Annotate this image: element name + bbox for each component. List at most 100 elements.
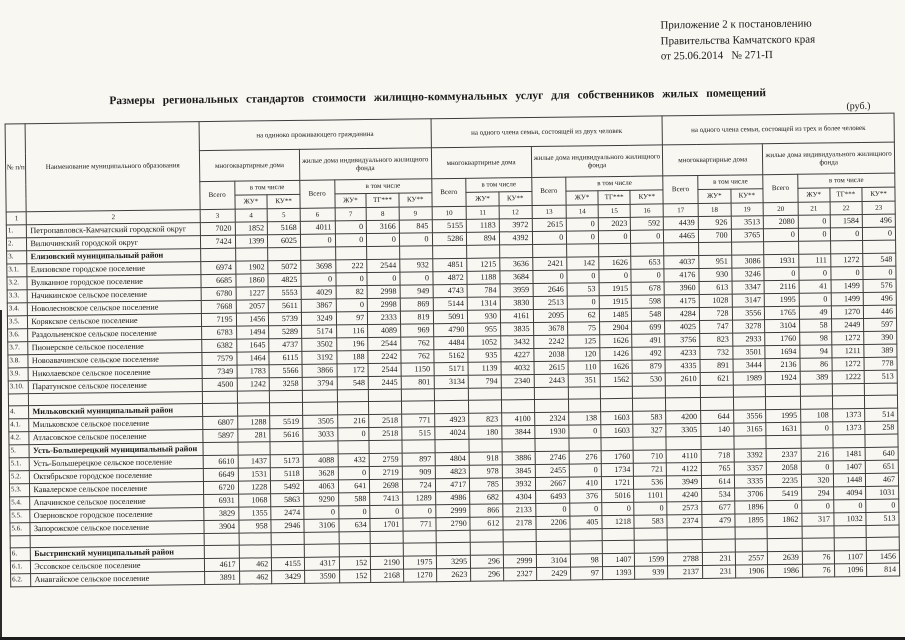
value-cell: 718 (701, 449, 734, 463)
value-cell: 4923 (434, 413, 470, 427)
value-cell: 94 (799, 344, 832, 359)
value-cell (731, 241, 764, 256)
value-cell (570, 540, 603, 555)
value-cell: 894 (466, 231, 500, 246)
value-cell: 389 (800, 370, 832, 385)
value-cell: 3432 (500, 335, 534, 349)
value-cell (304, 543, 339, 558)
value-cell: 951 (698, 255, 732, 269)
scan-edge-bottom (0, 637, 905, 640)
value-cell: 3505 (302, 414, 338, 429)
row-number-cell: 3.4. (7, 302, 28, 316)
value-cell: 5492 (270, 480, 304, 494)
value-cell (336, 389, 369, 402)
value-cell: 0 (798, 227, 831, 242)
value-cell (802, 537, 834, 552)
row-number-cell: 5.2. (9, 470, 30, 484)
row-number-cell: 5.1. (9, 457, 30, 471)
row-number-cell: 4.1. (8, 418, 30, 432)
value-cell: 1645 (236, 338, 270, 353)
value-cell: 2573 (666, 501, 702, 515)
value-cell: 7413 (369, 492, 403, 506)
value-cell: 1485 (599, 308, 633, 322)
value-cell (598, 243, 632, 257)
value-cell (202, 391, 238, 404)
value-cell: 2242 (533, 335, 569, 349)
value-cell: 4240 (666, 488, 702, 502)
value-cell: 1494 (236, 325, 269, 340)
value-cell: 296 (470, 567, 504, 582)
value-cell: 700 (698, 229, 732, 243)
row-number-cell: 5.6. (9, 522, 31, 536)
value-cell: 4439 (663, 216, 699, 230)
value-cell: 1399 (235, 234, 268, 249)
value-cell: 2235 (766, 474, 802, 488)
value-cell: 82 (335, 285, 368, 299)
value-cell: 1915 (598, 282, 632, 296)
value-cell: 891 (699, 359, 733, 373)
value-cell (865, 434, 899, 448)
value-cell: 0 (631, 268, 665, 283)
value-cell: 0 (369, 505, 403, 519)
value-cell (665, 385, 701, 398)
value-cell: 0 (337, 427, 370, 441)
value-cell: 75 (567, 321, 600, 336)
value-cell: 7195 (201, 313, 237, 327)
value-cell: 1734 (601, 463, 634, 477)
value-cell: 140 (700, 423, 734, 437)
value-cell: 1995 (765, 409, 801, 423)
annex-line: от 25.06.2014 № 271-П (660, 49, 773, 63)
annex-line: Приложение 2 к постановлению (660, 17, 812, 32)
value-cell: 1211 (831, 344, 865, 358)
value-cell (466, 244, 500, 259)
value-cell: 2544 (368, 363, 402, 377)
value-cell (501, 399, 535, 413)
value-cell: 3794 (302, 376, 337, 391)
value-cell: 6685 (200, 274, 236, 288)
value-cell: 4100 (501, 412, 535, 426)
value-cell: 1626 (599, 334, 633, 348)
value-cell: 1288 (237, 415, 271, 430)
col-header-num: № п/п (5, 123, 27, 212)
value-cell: 120 (568, 347, 600, 362)
value-cell: 0 (598, 230, 632, 244)
value-cell: 2746 (534, 451, 570, 465)
value-cell: 4037 (663, 255, 699, 269)
header-zhu: ЖУ* (334, 193, 367, 208)
value-cell: 142 (566, 256, 599, 271)
value-cell: 0 (566, 230, 599, 245)
value-cell: 152 (339, 569, 371, 583)
col-number: 14 (566, 204, 599, 219)
value-cell: 3866 (301, 363, 337, 378)
value-cell (401, 388, 435, 402)
value-cell (435, 542, 471, 556)
value-cell: 3590 (304, 569, 340, 584)
value-cell: 98 (799, 331, 832, 346)
value-cell (470, 541, 504, 556)
value-cell: 2242 (368, 350, 401, 364)
value-cell: 2327 (503, 567, 537, 581)
value-cell: 1215 (466, 257, 500, 272)
group-header-family-two: на одного члена семьи, состоящей из двух… (430, 115, 663, 148)
row-number-cell: 3.7. (7, 341, 29, 355)
value-cell: 76 (802, 563, 835, 578)
value-cell: 0 (801, 460, 833, 475)
value-cell: 1096 (834, 563, 867, 577)
col-number: 21 (798, 201, 830, 216)
value-cell (302, 389, 338, 403)
col-number: 18 (698, 203, 731, 217)
value-cell (700, 385, 734, 398)
value-cell: 612 (470, 516, 503, 531)
value-cell: 3392 (733, 448, 767, 463)
value-cell (502, 529, 536, 542)
value-cell (271, 544, 305, 558)
value-cell: 598 (631, 294, 665, 309)
value-cell: 2324 (534, 412, 569, 426)
value-cell (568, 386, 601, 400)
value-cell: 6931 (203, 494, 239, 508)
value-cell: 0 (334, 220, 367, 234)
value-cell: 0 (338, 505, 371, 519)
value-cell: 1902 (235, 260, 269, 275)
value-cell: 4176 (664, 268, 699, 282)
